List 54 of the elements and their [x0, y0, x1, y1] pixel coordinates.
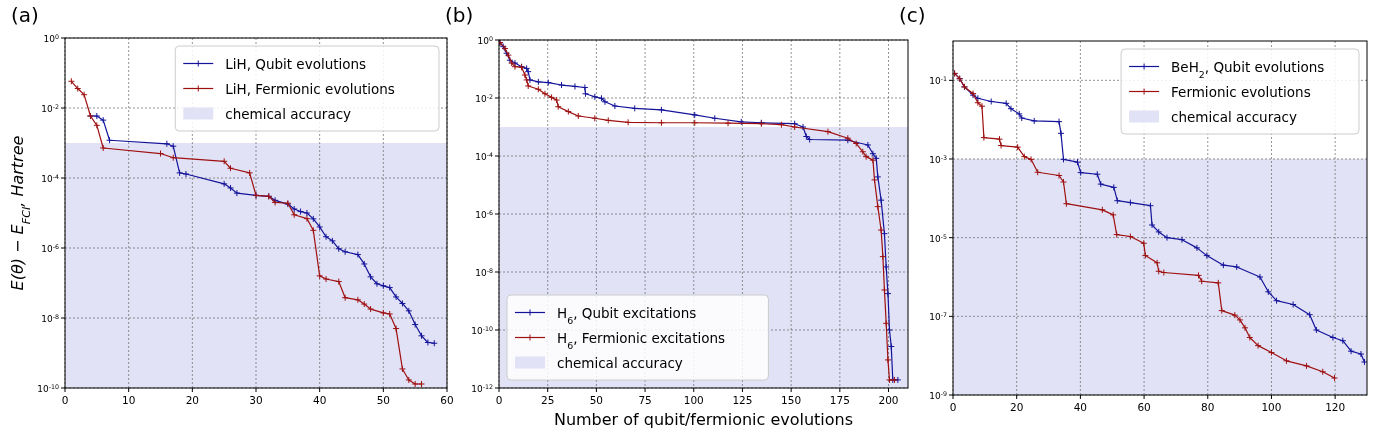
- y-tick-label: 10$^{-4}$: [475, 150, 493, 162]
- legend-label: chemical accuracy: [1171, 108, 1297, 125]
- chart-title: (b): [445, 3, 474, 27]
- x-tick-label: 75: [638, 394, 652, 406]
- y-tick-label: 10$^{-4}$: [41, 172, 59, 184]
- band-label: chemical accuracy: [557, 354, 683, 371]
- x-tick-label: 120: [1325, 401, 1346, 413]
- y-tick-label: 10$^{-12}$: [471, 382, 493, 394]
- legend-label: H$_{6}$, Qubit excitations: [557, 304, 697, 325]
- legend-label: Fermionic evolutions: [1171, 83, 1311, 100]
- y-tick-label: 10$^{-8}$: [475, 266, 493, 278]
- x-tick-label: 100: [683, 394, 704, 406]
- y-tick-label: 10$^{-6}$: [41, 242, 59, 254]
- x-tick-label: 25: [541, 394, 555, 406]
- x-tick-label: 30: [249, 394, 263, 406]
- legend-label: LiH, Fermionic evolutions: [225, 80, 395, 97]
- y-tick-label: 10$^{-3}$: [929, 153, 947, 165]
- x-axis-title: Number of qubit/fermionic evolutions: [553, 410, 854, 429]
- x-tick-label: 40: [1073, 401, 1088, 413]
- x-tick-label: 175: [829, 394, 850, 406]
- x-tick-label: 60: [440, 394, 454, 406]
- x-tick-label: 150: [781, 394, 802, 406]
- legend-label: BeH$_{2}$, Qubit evolutions: [1171, 58, 1325, 79]
- y-tick-label: 10$^{-2}$: [475, 92, 493, 104]
- x-tick-label: 125: [732, 394, 753, 406]
- y-tick-label: 10$^{0}$: [477, 34, 493, 46]
- chart-title: (c): [899, 3, 926, 27]
- x-tick-label: 200: [878, 394, 899, 406]
- x-tick-label: 0: [61, 394, 69, 406]
- x-tick-label: 40: [312, 394, 327, 406]
- legend-label: H$_{6}$, Fermionic excitations: [557, 329, 726, 350]
- y-tick-label: 10$^{-1}$: [929, 74, 947, 87]
- y-tick-label: 10$^{0}$: [43, 32, 59, 44]
- y-tick-label: 10$^{-9}$: [929, 389, 947, 401]
- y-tick-label: 10$^{-10}$: [471, 324, 493, 336]
- y-tick-label: 10$^{-2}$: [41, 102, 59, 114]
- x-tick-label: 100: [1261, 401, 1282, 413]
- x-tick-label: 10: [121, 394, 136, 406]
- y-tick-label: 10$^{-10}$: [37, 382, 59, 394]
- legend-label: LiH, Qubit evolutions: [225, 55, 367, 72]
- y-tick-label: 10$^{-8}$: [41, 312, 59, 324]
- x-tick-label: 50: [376, 394, 391, 406]
- x-tick-label: 0: [495, 394, 503, 406]
- x-tick-label: 0: [949, 401, 957, 413]
- x-tick-label: 80: [1201, 401, 1215, 413]
- x-tick-label: 50: [589, 394, 604, 406]
- x-tick-label: 20: [185, 394, 200, 406]
- x-tick-label: 60: [1137, 401, 1151, 413]
- legend-label: chemical accuracy: [225, 105, 352, 122]
- y-tick-label: 10$^{-7}$: [929, 310, 947, 323]
- chart-title: (a): [11, 3, 39, 27]
- y-tick-label: 10$^{-5}$: [929, 232, 947, 244]
- y-tick-label: 10$^{-6}$: [475, 208, 493, 220]
- x-tick-label: 20: [1010, 401, 1024, 413]
